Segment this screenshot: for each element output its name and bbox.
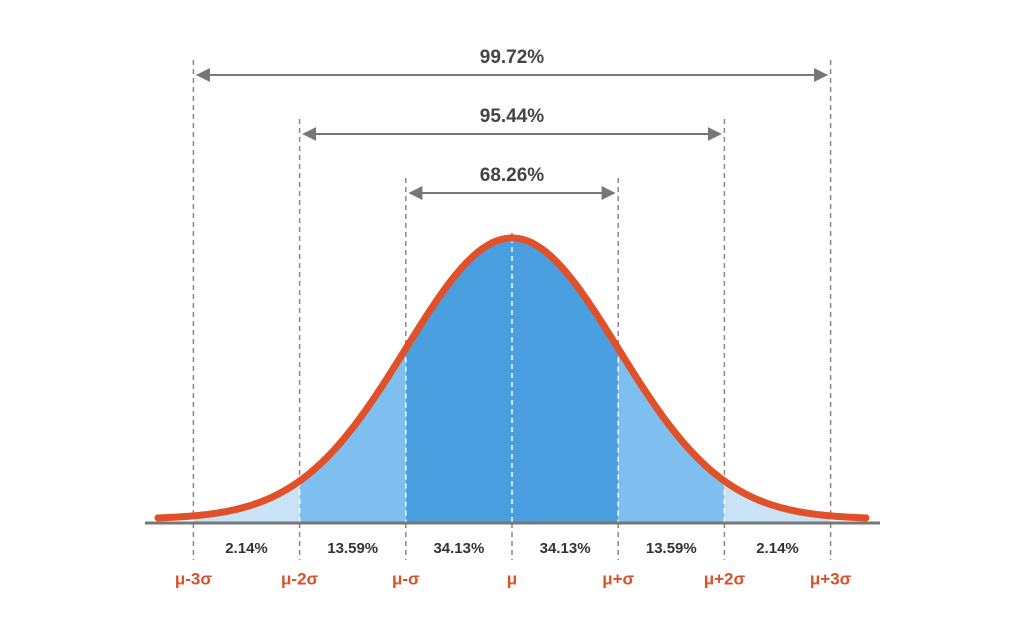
region-fill: [193, 480, 300, 523]
sigma-label: μ+2σ: [704, 569, 746, 588]
region-label: 34.13%: [433, 540, 484, 557]
sigma-label: μ+3σ: [810, 569, 852, 588]
region-label: 34.13%: [540, 540, 591, 557]
sigma-label: μ-3σ: [175, 569, 213, 588]
region-fill: [724, 480, 831, 523]
region-label: 2.14%: [756, 540, 799, 557]
sigma-label: μ-2σ: [281, 569, 319, 588]
region-label: 13.59%: [327, 540, 378, 557]
region-fill: [405, 238, 512, 523]
range-label: 99.72%: [480, 47, 545, 68]
region-label: 2.14%: [225, 540, 268, 557]
sigma-label: μ+σ: [602, 569, 634, 588]
region-label: 13.59%: [646, 540, 697, 557]
region-fill: [512, 238, 619, 523]
range-label: 68.26%: [480, 165, 545, 186]
sigma-label: μ: [507, 569, 517, 588]
range-label: 95.44%: [480, 106, 545, 127]
sigma-label: μ-σ: [392, 569, 420, 588]
bell-curve: [154, 234, 870, 522]
